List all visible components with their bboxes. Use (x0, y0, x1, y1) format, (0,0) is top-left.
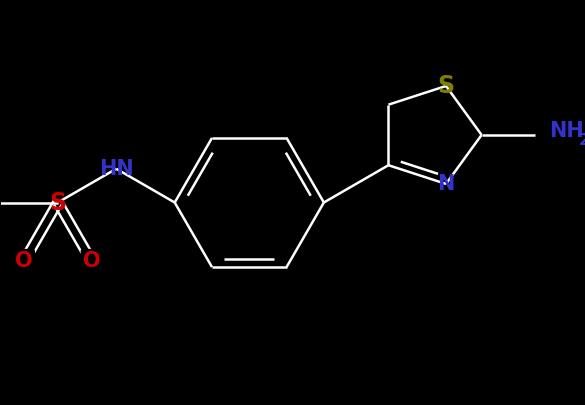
Text: S: S (438, 74, 455, 98)
Text: O: O (15, 251, 33, 271)
Text: S: S (49, 190, 67, 215)
Text: N: N (438, 174, 455, 194)
Text: 2: 2 (579, 133, 585, 148)
Text: NH: NH (549, 122, 584, 141)
Text: HN: HN (99, 159, 133, 179)
Text: O: O (82, 251, 101, 271)
